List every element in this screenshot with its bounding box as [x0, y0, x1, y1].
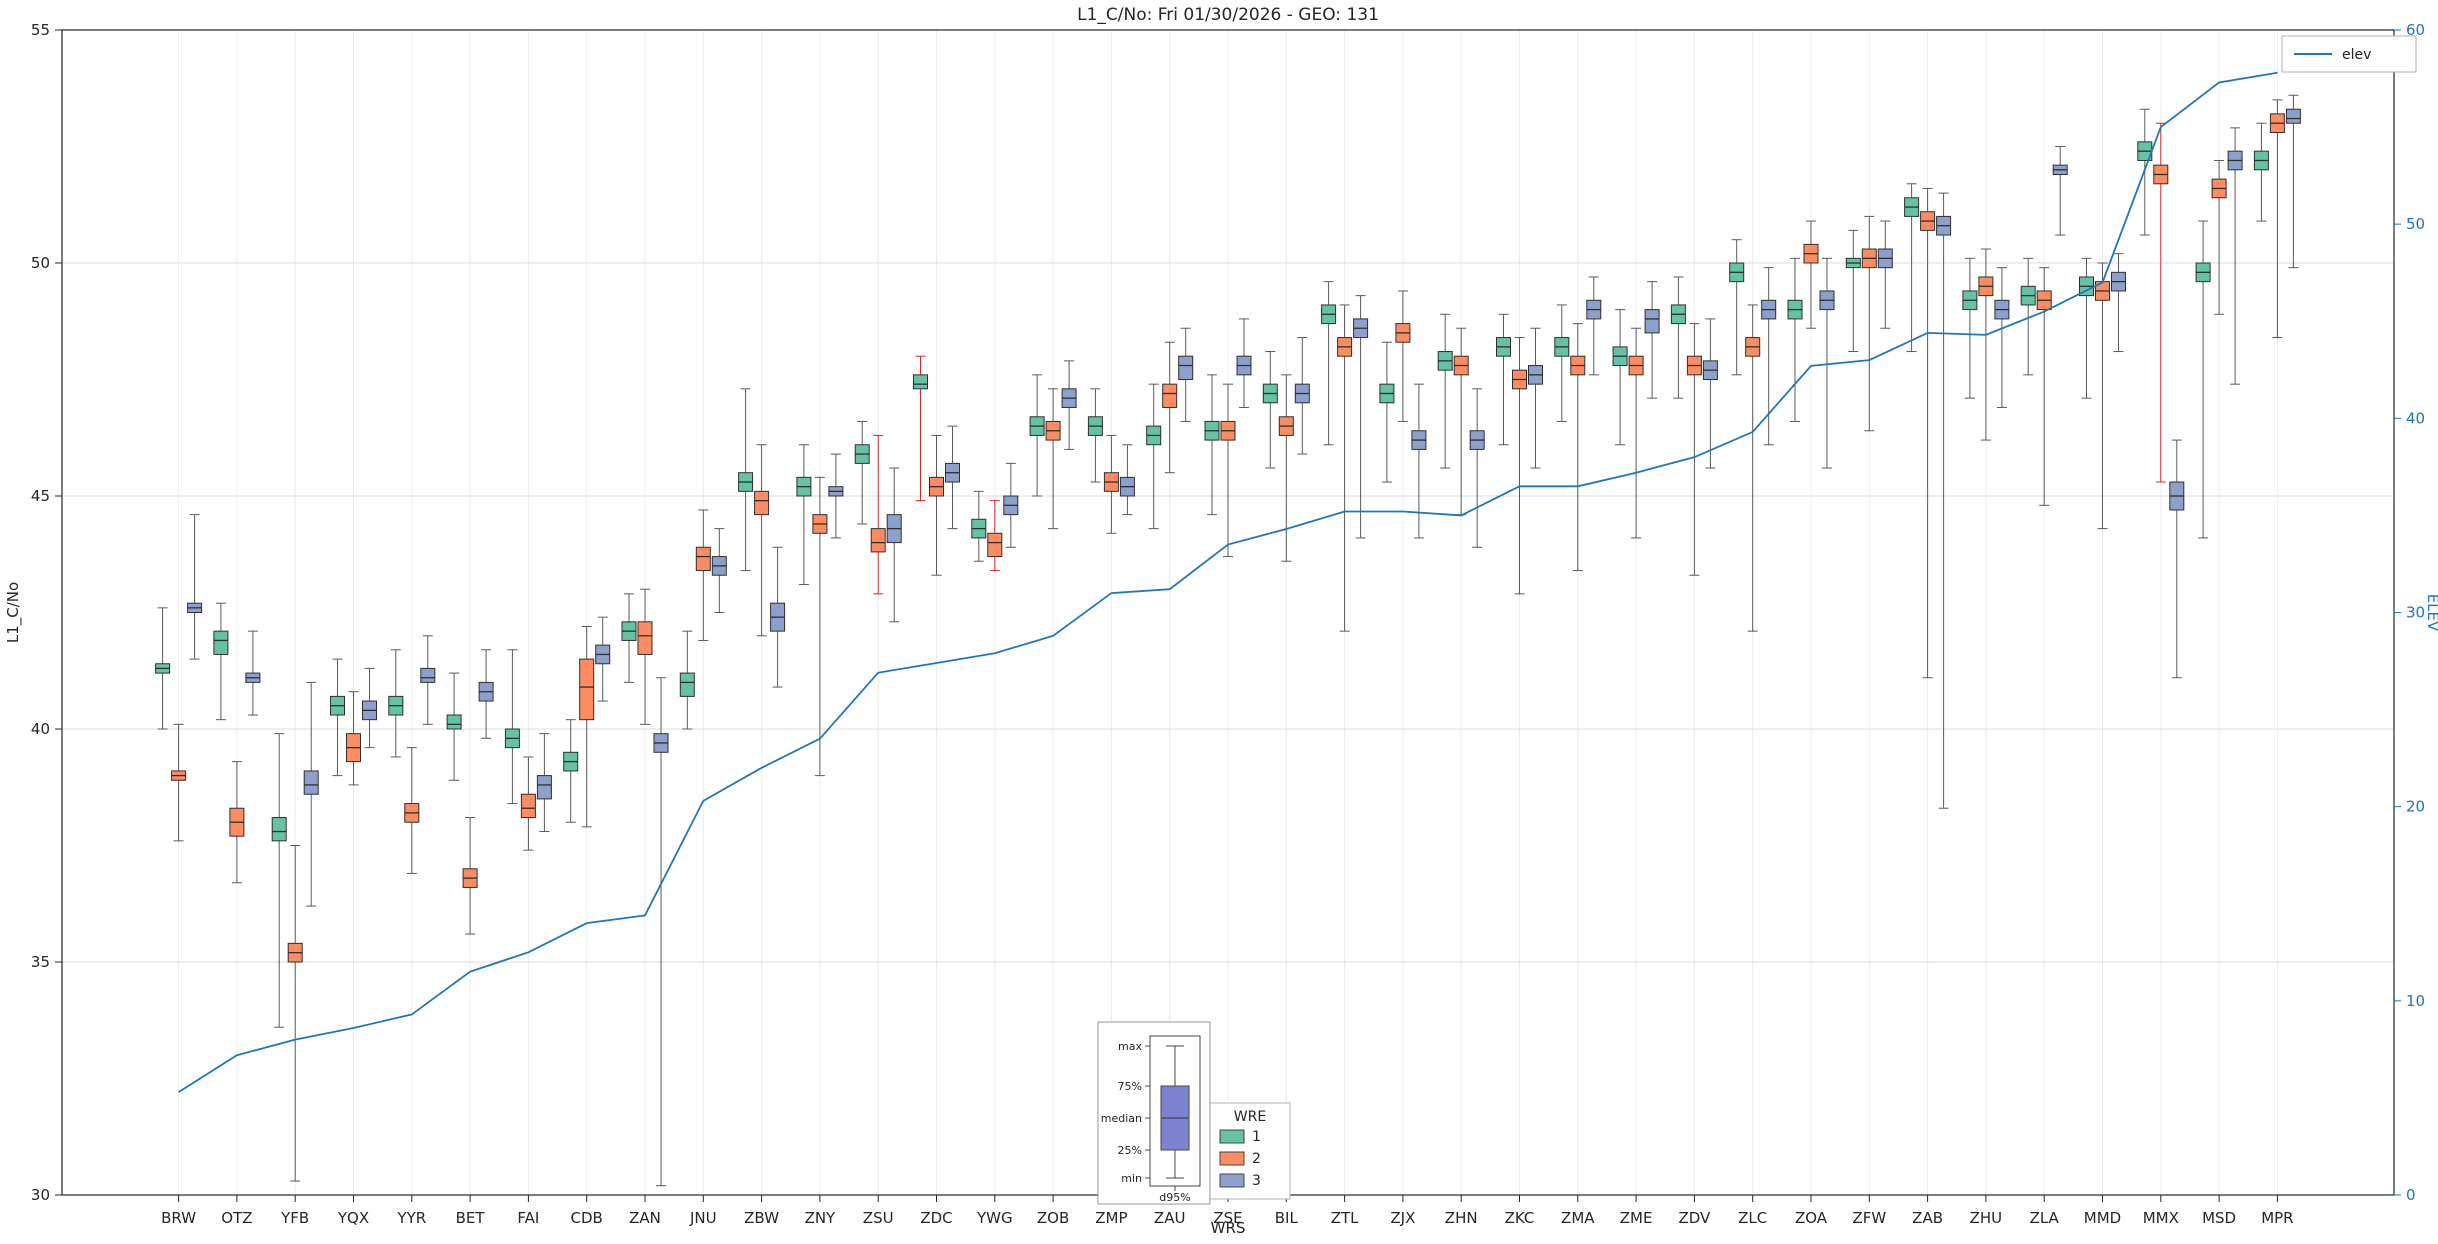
- elev-line: [178, 71, 2278, 1093]
- box: [446, 714, 462, 730]
- x-tick-label: ZMA: [1561, 1209, 1595, 1227]
- x-tick-label: ZHU: [1970, 1209, 2003, 1227]
- y-tick-label: 55: [31, 21, 50, 39]
- x-tick-label: FAI: [517, 1209, 539, 1227]
- box: [1644, 309, 1660, 334]
- x-tick-label: ZFW: [1852, 1209, 1886, 1227]
- series-3: [187, 94, 2301, 1187]
- y-tick-label: 40: [31, 720, 50, 738]
- box: [637, 621, 653, 655]
- wre-legend: WRE 1 2 3: [1209, 1102, 1291, 1200]
- grid: [62, 29, 2394, 1196]
- y2-tick-label: 0: [2406, 1186, 2416, 1204]
- x-tick-label: ZME: [1620, 1209, 1653, 1227]
- x-tick-label: YWG: [976, 1209, 1013, 1227]
- box: [1178, 355, 1194, 381]
- y-tick-label: 45: [31, 487, 50, 505]
- x-tick-label: MMD: [2084, 1209, 2121, 1227]
- wre-legend-title: WRE: [1234, 1109, 1266, 1125]
- x-tick-label: ZNY: [805, 1209, 836, 1227]
- x-tick-label: ZSU: [863, 1209, 894, 1227]
- x-tick-label: ZLA: [2030, 1209, 2060, 1227]
- elev-legend-label: elev: [2342, 47, 2371, 63]
- y2-tick-label: 20: [2406, 798, 2425, 816]
- x-tick-label: ZAN: [629, 1209, 661, 1227]
- box: [870, 528, 886, 553]
- x-tick-label: CDB: [571, 1209, 603, 1227]
- box: [579, 658, 595, 721]
- box: [913, 374, 928, 390]
- y2-tick-label: 50: [2406, 215, 2425, 233]
- box: [536, 775, 552, 800]
- x-tick-label: MMX: [2143, 1209, 2179, 1227]
- y-tick-label: 30: [31, 1186, 50, 1204]
- x-tick-label: BIL: [1275, 1209, 1299, 1227]
- series-1: [155, 108, 2269, 1028]
- inset-label: min: [1121, 1172, 1142, 1185]
- box: [1162, 383, 1178, 408]
- x-tick-label: ZOA: [1795, 1209, 1828, 1227]
- x-axis-label: WRS: [1211, 1219, 1246, 1237]
- inset-label: 75%: [1118, 1080, 1142, 1093]
- y-axis-label: L1_C/No: [4, 582, 23, 643]
- x-tick-label: ZLC: [1738, 1209, 1767, 1227]
- elev-legend: elev: [2281, 35, 2417, 73]
- chart-title: L1_C/No: Fri 01/30/2026 - GEO: 131: [1077, 5, 1379, 25]
- x-tick-label: YFB: [280, 1209, 309, 1227]
- box: [420, 667, 436, 683]
- box: [695, 546, 711, 572]
- wre-legend-label: 3: [1252, 1173, 1261, 1189]
- box: [303, 770, 319, 795]
- inset-box: [1097, 1021, 1211, 1205]
- inset-x-label: d95%: [1159, 1191, 1190, 1204]
- x-tick-label: BRW: [161, 1209, 196, 1227]
- inset-label: median: [1101, 1112, 1142, 1125]
- x-tick-label: ZSE: [1213, 1209, 1242, 1227]
- x-tick-label: ZTL: [1331, 1209, 1359, 1227]
- x-tick-label: ZDV: [1678, 1209, 1711, 1227]
- box: [754, 490, 770, 516]
- x-tick-label: ZBW: [744, 1209, 779, 1227]
- series-2: [171, 99, 2285, 1182]
- inset-label: max: [1118, 1040, 1142, 1053]
- inset-label: 25%: [1118, 1144, 1142, 1157]
- y2-tick-label: 30: [2406, 604, 2425, 622]
- x-tick-label: YYR: [396, 1209, 426, 1227]
- box: [520, 793, 536, 819]
- box: [679, 672, 695, 697]
- y-tick-label: 35: [31, 953, 50, 971]
- x-tick-label: YQX: [337, 1209, 369, 1227]
- x-tick-label: BET: [456, 1209, 486, 1227]
- x-tick-label: ZAB: [1912, 1209, 1943, 1227]
- wre-legend-patch: [1219, 1151, 1245, 1166]
- x-tick-label: JNU: [689, 1209, 717, 1227]
- x-tick-label: ZOB: [1037, 1209, 1069, 1227]
- x-tick-label: ZJX: [1390, 1209, 1415, 1227]
- wre-legend-patch: [1219, 1129, 1245, 1144]
- y2-axis-label: ELEV: [2424, 594, 2438, 632]
- y2-tick-label: 60: [2406, 21, 2425, 39]
- y-tick-label: 50: [31, 254, 50, 272]
- box: [987, 532, 1003, 558]
- box: [271, 817, 287, 842]
- x-tick-label: ZAU: [1154, 1209, 1186, 1227]
- x-tick-label: MSD: [2202, 1209, 2236, 1227]
- wre-legend-label: 1: [1252, 1129, 1261, 1145]
- box: [213, 630, 229, 655]
- wre-legend-label: 2: [1252, 1151, 1261, 1167]
- box: [2285, 108, 2301, 124]
- x-tick-label: ZKC: [1505, 1209, 1535, 1227]
- x-tick-label: ZMP: [1095, 1209, 1127, 1227]
- boxplot-inset: max 75% median 25% min d95%: [1097, 1021, 1211, 1205]
- x-tick-label: ZDC: [920, 1209, 952, 1227]
- wre-legend-patch: [1219, 1173, 1245, 1188]
- y2-tick-label: 10: [2406, 992, 2425, 1010]
- x-tick-label: MPR: [2261, 1209, 2293, 1227]
- x-tick-label: OTZ: [221, 1209, 252, 1227]
- y2-tick-label: 40: [2406, 409, 2425, 427]
- x-tick-label: ZHN: [1445, 1209, 1478, 1227]
